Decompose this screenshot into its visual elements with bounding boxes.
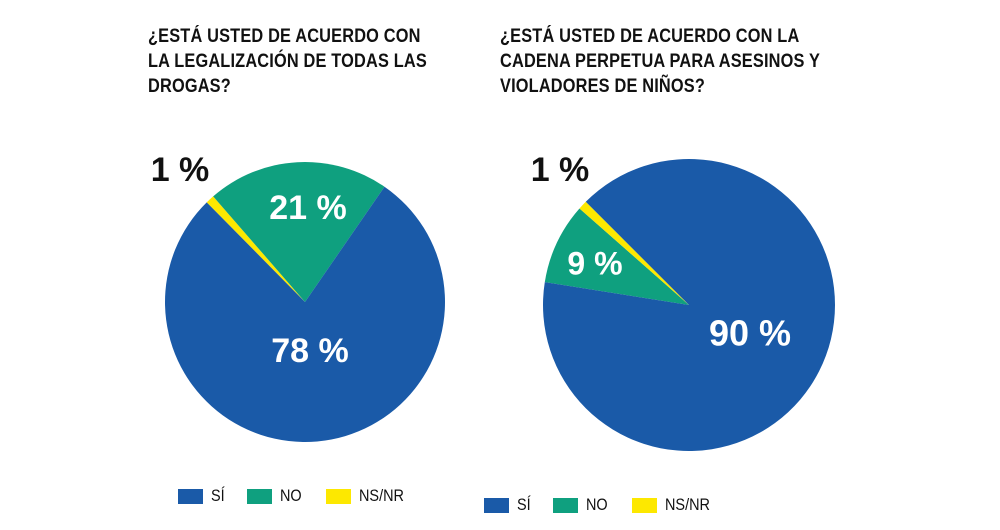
legend-swatch-nsnr xyxy=(631,497,657,513)
pie-2-slice-si xyxy=(542,158,836,451)
pie-1-label-nsnr: 1 % xyxy=(151,151,210,189)
pie-1-slice-no xyxy=(213,161,385,302)
pie-2-label-no: 9 % xyxy=(567,245,622,281)
chart-title-2: ¿ESTÁ USTED DE ACUERDO CON LA CADENA PER… xyxy=(500,26,820,97)
legend-1: SÍ NO NS/NR xyxy=(178,486,431,506)
pie-2-slice-no xyxy=(544,208,689,305)
legend-label-si: SÍ xyxy=(211,486,225,505)
legend-swatch-no xyxy=(247,488,273,504)
legend-swatch-si xyxy=(178,488,203,504)
pie-2-label-si: 90 % xyxy=(709,313,791,354)
legend-label-no: NO xyxy=(280,486,302,505)
legend-2: SÍ NO NS/NR xyxy=(484,495,737,515)
pie-2-label-nsnr: 1 % xyxy=(531,151,590,189)
chart-title-1: ¿ESTÁ USTED DE ACUERDO CON LA LEGALIZACI… xyxy=(148,26,427,97)
legend-swatch-no xyxy=(553,497,579,513)
legend-label-nsnr: NS/NR xyxy=(664,495,710,514)
legend-swatch-nsnr xyxy=(325,488,351,504)
legend-swatch-si xyxy=(484,497,509,513)
pie-2-slice-nsnr xyxy=(579,201,689,305)
pie-1-label-si: 78 % xyxy=(271,332,349,370)
pie-1-slice-nsnr xyxy=(206,196,305,302)
pie-1-label-no: 21 % xyxy=(269,189,347,227)
legend-label-no: NO xyxy=(586,495,608,514)
pie-1-slice-si xyxy=(164,186,445,442)
legend-label-si: SÍ xyxy=(517,495,531,514)
legend-label-nsnr: NS/NR xyxy=(358,486,404,505)
